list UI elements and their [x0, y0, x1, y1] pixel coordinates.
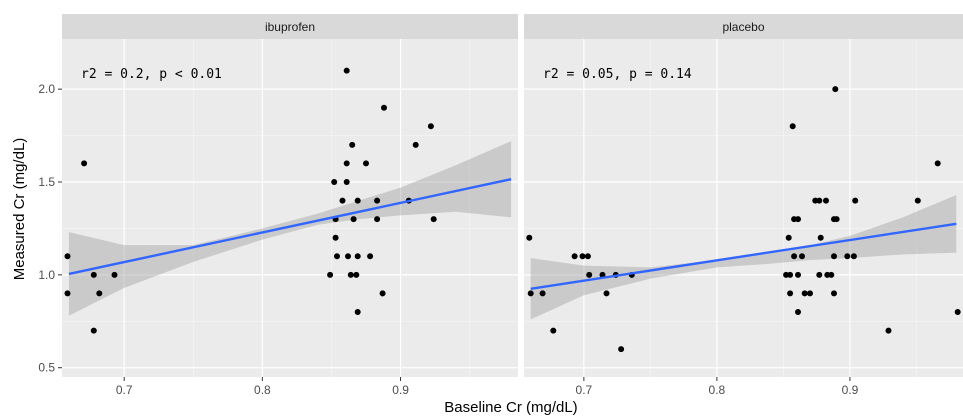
data-point	[343, 160, 350, 167]
data-point	[885, 327, 892, 334]
y-axis: 0.5 1.0 1.5 2.0	[38, 82, 62, 375]
facet-panel-ibuprofen: ibuprofen r2 = 0.2, p < 0.01 0.7 0.8 0.9	[62, 14, 518, 397]
y-tick-label: 0.5	[38, 361, 55, 375]
y-axis-title: Measured Cr (mg/dL)	[11, 138, 28, 281]
data-point	[81, 160, 88, 167]
data-point	[954, 309, 961, 315]
stats-annotation: r2 = 0.05, p = 0.14	[543, 67, 692, 82]
data-point	[363, 160, 369, 167]
data-point	[828, 271, 835, 278]
x-tick-label: 0.7	[576, 383, 593, 397]
data-point	[379, 290, 386, 297]
data-point	[831, 253, 837, 260]
data-point	[332, 234, 339, 241]
x-axis-title: Baseline Cr (mg/dL)	[444, 399, 577, 416]
data-point	[526, 234, 533, 241]
regression-line	[68, 178, 512, 276]
data-point	[412, 141, 419, 148]
data-point	[427, 123, 434, 130]
data-point	[852, 197, 859, 204]
data-point	[603, 290, 610, 297]
data-point	[374, 216, 381, 223]
data-point	[353, 271, 360, 278]
data-point	[795, 216, 801, 223]
data-point	[833, 216, 840, 223]
data-point	[430, 216, 437, 223]
data-point	[343, 67, 350, 74]
data-point	[349, 141, 356, 148]
data-point	[795, 271, 801, 278]
data-point	[823, 197, 829, 204]
data-point	[579, 253, 586, 260]
data-point	[381, 104, 387, 111]
stats-annotation: r2 = 0.2, p < 0.01	[81, 67, 222, 82]
facet-panel-placebo: placebo r2 = 0.05, p = 0.14 0.7 0.8 0.9	[524, 14, 963, 397]
facet-strip-label: ibuprofen	[265, 20, 315, 34]
data-point	[799, 253, 805, 260]
data-point	[934, 160, 941, 167]
data-point	[339, 197, 346, 204]
data-point	[801, 290, 808, 297]
data-point	[354, 197, 361, 204]
data-point	[64, 290, 71, 297]
data-point	[850, 253, 857, 260]
data-point	[347, 271, 354, 278]
data-point	[334, 253, 340, 260]
data-point	[832, 86, 839, 93]
data-point	[374, 197, 381, 204]
data-point	[914, 197, 921, 204]
data-point	[791, 253, 798, 260]
data-point	[789, 123, 796, 130]
data-point	[111, 271, 118, 278]
data-point	[90, 327, 97, 334]
y-tick-label: 2.0	[38, 82, 55, 96]
data-point	[64, 253, 71, 260]
data-point	[327, 271, 334, 278]
data-point	[817, 234, 824, 241]
data-point	[787, 290, 794, 297]
data-point	[586, 271, 593, 278]
y-tick-label: 1.5	[38, 175, 55, 189]
facet-strip	[62, 14, 518, 39]
data-point	[354, 309, 361, 315]
data-point	[807, 290, 813, 297]
facet-strip-label: placebo	[722, 20, 764, 34]
data-point	[584, 253, 591, 260]
data-point	[539, 290, 546, 297]
x-tick-label: 0.8	[709, 383, 726, 397]
x-tick-label: 0.8	[254, 383, 271, 397]
data-point	[367, 253, 374, 260]
data-point	[785, 234, 792, 241]
data-point	[354, 253, 361, 260]
data-point	[787, 271, 794, 278]
data-point	[96, 290, 103, 297]
facet-strip	[524, 14, 963, 39]
data-point	[618, 346, 625, 353]
data-point	[343, 179, 350, 185]
x-tick-label: 0.9	[842, 383, 859, 397]
x-tick-label: 0.9	[392, 383, 409, 397]
data-point	[345, 253, 351, 260]
x-tick-label: 0.7	[116, 383, 133, 397]
data-point	[550, 327, 557, 334]
regression-line	[530, 222, 957, 290]
data-point	[816, 271, 823, 278]
confidence-ribbon	[68, 141, 512, 316]
data-point	[844, 253, 851, 260]
data-point	[795, 309, 801, 315]
data-point	[831, 290, 837, 297]
y-tick-label: 1.0	[38, 268, 55, 282]
data-point	[816, 197, 823, 204]
data-point	[90, 271, 97, 278]
panel-background	[524, 39, 963, 377]
data-point	[527, 290, 534, 297]
data-point	[350, 216, 357, 223]
panel-background	[62, 39, 518, 377]
data-point	[331, 179, 338, 185]
data-point	[571, 253, 578, 260]
